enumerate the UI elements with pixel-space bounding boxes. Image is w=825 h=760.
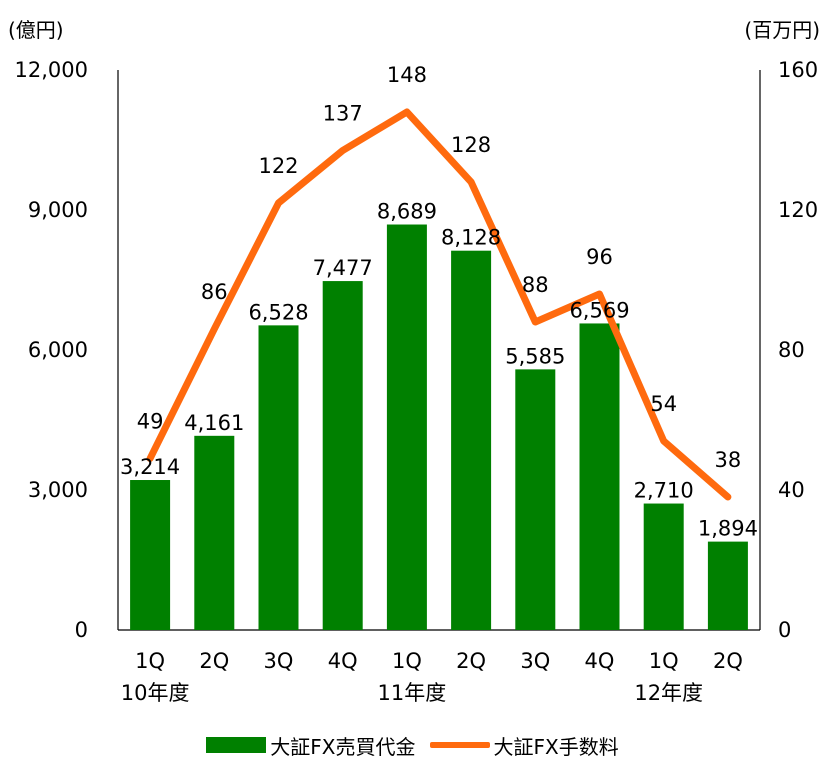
left-tick-label: 12,000 [15, 58, 88, 82]
group-label: 10年度 [121, 681, 190, 705]
line-value-label: 96 [586, 245, 613, 269]
legend-item-bars: 大証FX売買代金 [206, 731, 416, 760]
left-tick-label: 6,000 [28, 338, 88, 362]
right-axis-unit: (百万円) [744, 18, 820, 42]
legend-item-line: 大証FX手数料 [429, 731, 619, 760]
line-value-label: 54 [650, 392, 677, 416]
line-value-label: 88 [522, 273, 549, 297]
bar-value-label: 2,710 [634, 479, 694, 503]
category-label: 3Q [520, 649, 550, 673]
right-tick-label: 40 [778, 478, 805, 502]
bar-value-label: 8,128 [441, 226, 501, 250]
line-value-label: 49 [137, 410, 164, 434]
legend: 大証FX売買代金 大証FX手数料 [0, 730, 825, 760]
line-value-label: 38 [715, 448, 742, 472]
legend-bar-label: 大証FX売買代金 [270, 734, 416, 759]
group-label: 11年度 [378, 681, 447, 705]
left-tick-label: 9,000 [28, 198, 88, 222]
line-point [663, 440, 665, 442]
bar [579, 323, 620, 630]
legend-bar-swatch [206, 737, 267, 753]
category-label: 1Q [649, 649, 679, 673]
line-point [534, 321, 536, 323]
line-value-label: 128 [451, 133, 491, 157]
right-tick-label: 80 [778, 338, 805, 362]
line-point [470, 181, 472, 183]
line-point [727, 496, 729, 498]
line-point [213, 328, 215, 330]
category-label: 4Q [585, 649, 615, 673]
left-axis-unit: (億円) [8, 18, 64, 42]
bar [451, 250, 492, 630]
bar-value-label: 5,585 [505, 344, 565, 368]
left-tick-label: 0 [75, 618, 88, 642]
bar [707, 541, 748, 630]
right-tick-label: 120 [778, 198, 818, 222]
category-label: 3Q [264, 649, 294, 673]
line-value-label: 148 [387, 63, 427, 87]
bar [194, 435, 235, 630]
bar-value-label: 1,894 [698, 517, 758, 541]
bar-value-label: 3,214 [120, 455, 180, 479]
category-label: 1Q [392, 649, 422, 673]
category-label: 2Q [199, 649, 229, 673]
bar [130, 480, 171, 630]
left-tick-label: 3,000 [28, 478, 88, 502]
category-label: 2Q [713, 649, 743, 673]
line-value-label: 122 [258, 154, 298, 178]
bar-value-label: 7,477 [313, 256, 373, 280]
axes: 0 3,000 6,000 9,000 12,000 0 40 80 120 160 (億円) (百万… [8, 18, 820, 642]
category-label: 2Q [456, 649, 486, 673]
right-tick-label: 0 [778, 618, 791, 642]
bar [643, 503, 684, 630]
line-point [149, 458, 151, 459]
bar [258, 325, 299, 630]
line-point [278, 202, 279, 204]
bars-series [130, 224, 748, 630]
bar [322, 281, 363, 630]
group-label: 12年度 [634, 681, 703, 705]
line-value-label: 137 [323, 102, 363, 126]
bar [515, 369, 556, 630]
bar [386, 224, 427, 630]
legend-line-swatch [429, 742, 490, 748]
legend-line-label: 大証FX手数料 [493, 734, 619, 759]
bar-value-label: 6,528 [248, 300, 308, 324]
line-point [599, 293, 600, 295]
line-series [146, 108, 732, 501]
line-point [342, 150, 344, 151]
category-labels: 1Q 2Q 3Q 4Q 1Q 2Q 3Q 4Q 1Q 2Q 10年度 11年度 12年度 [121, 649, 743, 705]
combo-chart: 0 3,000 6,000 9,000 12,000 0 40 80 120 160 (億円) (百万… [8, 18, 820, 705]
bar-value-label: 6,569 [569, 298, 629, 322]
bar-value-label: 4,161 [184, 411, 244, 435]
right-tick-label: 160 [778, 58, 818, 82]
line-point [406, 111, 408, 113]
category-label: 4Q [328, 649, 358, 673]
line-value-label: 86 [201, 280, 228, 304]
bar-value-label: 8,689 [377, 200, 437, 224]
fee-line [146, 108, 732, 501]
category-label: 1Q [135, 649, 165, 673]
